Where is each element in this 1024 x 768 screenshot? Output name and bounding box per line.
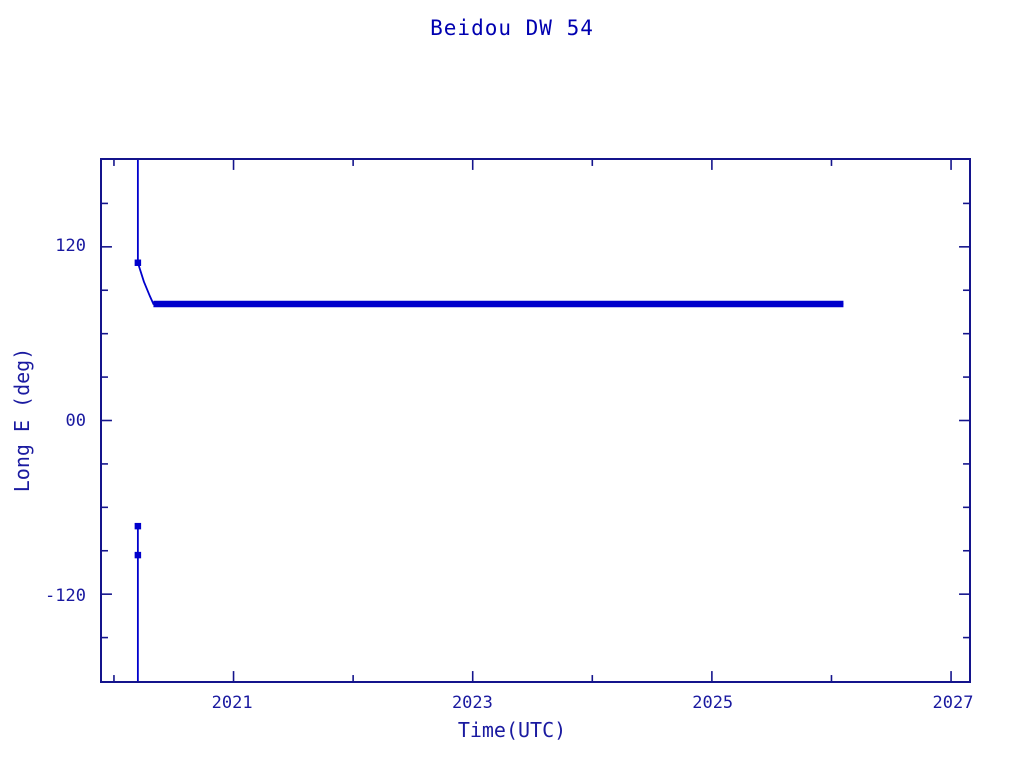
plot-canvas — [102, 160, 969, 681]
x-tick-label: 2027 — [932, 693, 974, 713]
plot-area — [100, 158, 971, 683]
y-tick-label: 00 — [65, 410, 86, 431]
x-tick-label: 2021 — [211, 693, 253, 713]
y-tick-label: 120 — [55, 235, 86, 256]
data-series — [138, 160, 844, 681]
x-tick-label: 2023 — [451, 693, 493, 713]
data-markers — [134, 259, 142, 559]
axis-ticks — [102, 160, 969, 681]
chart-title: Beidou DW 54 — [430, 16, 594, 40]
x-axis-label: Time(UTC) — [457, 718, 567, 742]
y-tick-label: -120 — [45, 585, 86, 606]
x-tick-label: 2025 — [692, 693, 734, 713]
